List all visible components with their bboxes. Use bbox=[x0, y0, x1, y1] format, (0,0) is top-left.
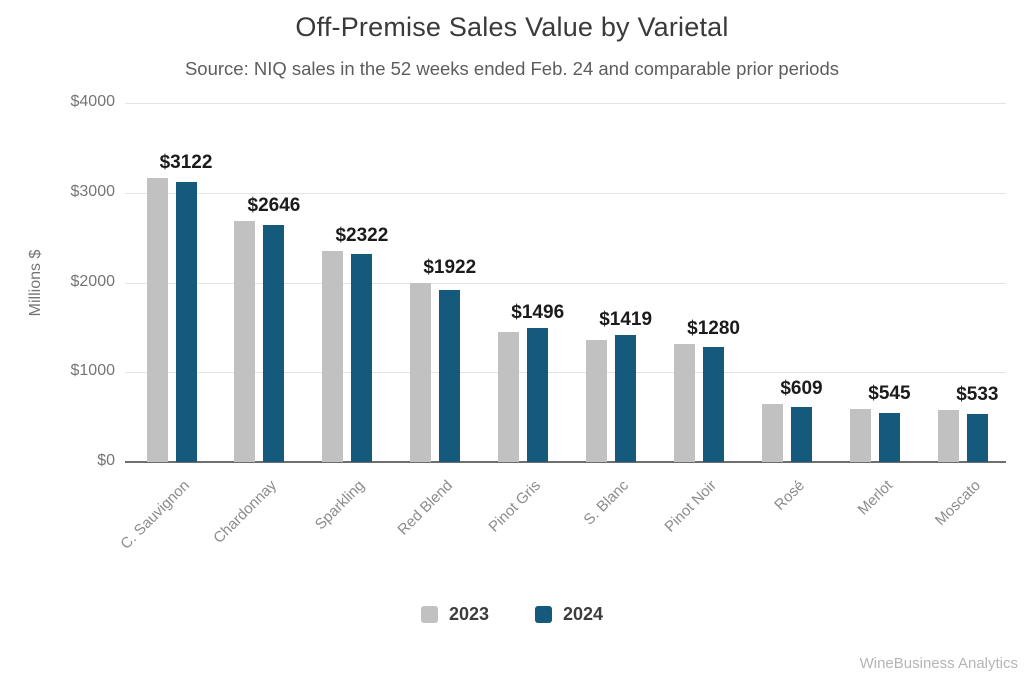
bar-value-label-6: $1280 bbox=[687, 318, 740, 340]
bar-value-label-9: $533 bbox=[956, 384, 999, 406]
legend-label-2024: 2024 bbox=[563, 604, 604, 624]
bar-value-label-2: $2322 bbox=[335, 225, 389, 247]
y-tick-label-4000: $4000 bbox=[70, 93, 116, 110]
bar-2023-7 bbox=[762, 403, 783, 462]
chart-title: Off-Premise Sales Value by Varietal bbox=[295, 12, 729, 42]
bar-2024-1 bbox=[263, 224, 285, 462]
bar-2023-2 bbox=[322, 251, 344, 462]
bar-2024-6 bbox=[703, 347, 725, 462]
legend: 2023 2024 bbox=[0, 604, 1024, 625]
bar-value-label-4: $1496 bbox=[511, 301, 565, 323]
bar-2024-8 bbox=[878, 413, 900, 462]
gridline-2000 bbox=[125, 282, 1006, 284]
legend-label-2023: 2023 bbox=[448, 604, 489, 624]
bar-2024-0 bbox=[175, 181, 197, 462]
bar-value-label-8: $545 bbox=[868, 383, 911, 405]
legend-item-2024: 2024 bbox=[535, 604, 603, 625]
legend-swatch-2023 bbox=[420, 606, 438, 623]
bar-value-label-0: $3122 bbox=[159, 151, 213, 173]
x-axis-line bbox=[125, 461, 1006, 463]
bar-2023-5 bbox=[586, 339, 608, 462]
bar-value-label-5: $1419 bbox=[599, 308, 653, 330]
legend-item-2023: 2023 bbox=[420, 604, 489, 625]
y-tick-label-3000: $3000 bbox=[70, 182, 116, 200]
gridline-3000 bbox=[125, 192, 1006, 194]
y-tick-label-1000: $1000 bbox=[70, 362, 116, 380]
bar-2023-0 bbox=[146, 177, 168, 462]
bar-2023-4 bbox=[498, 332, 520, 462]
gridline-1000 bbox=[125, 372, 1006, 374]
bar-value-label-7: $609 bbox=[780, 377, 823, 399]
bar-2023-1 bbox=[234, 221, 256, 462]
bar-2023-6 bbox=[674, 344, 696, 462]
y-tick-label-2000: $2000 bbox=[70, 272, 116, 290]
bar-2023-3 bbox=[410, 282, 432, 462]
bar-2024-2 bbox=[351, 253, 373, 462]
bar-value-label-3: $1922 bbox=[423, 256, 477, 278]
bar-value-label-1: $2646 bbox=[247, 195, 301, 217]
bar-2023-8 bbox=[849, 409, 871, 462]
legend-swatch-2024 bbox=[535, 606, 552, 623]
bar-2024-3 bbox=[439, 289, 461, 462]
gridline-4000 bbox=[125, 103, 1006, 104]
bar-2024-9 bbox=[966, 414, 988, 462]
chart-subtitle: Source: NIQ sales in the 52 weeks ended … bbox=[184, 58, 840, 79]
bar-2024-5 bbox=[615, 334, 637, 462]
y-tick-label-0: $0 bbox=[97, 452, 115, 469]
bar-2023-9 bbox=[937, 410, 959, 462]
footer-credit: WineBusiness Analytics bbox=[859, 655, 1018, 672]
bar-2024-4 bbox=[527, 327, 549, 462]
bar-2024-7 bbox=[791, 407, 812, 462]
